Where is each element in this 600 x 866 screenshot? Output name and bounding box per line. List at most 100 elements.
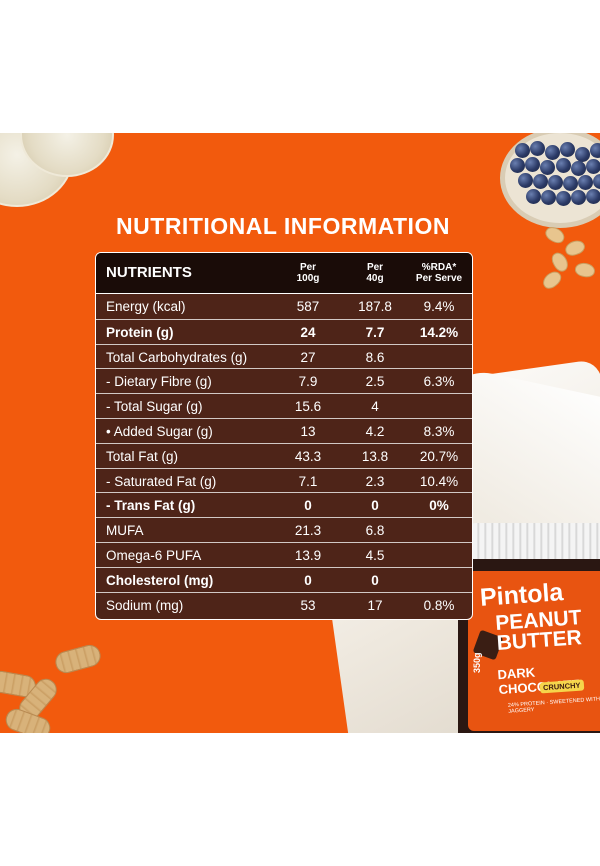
table-header: NUTRIENTS Per 100g Per 40g %RDA* Per Ser… [96, 253, 472, 294]
nutrient-name: Protein (g) [106, 324, 174, 340]
blueberry-icon [590, 143, 600, 158]
value-rda: 0% [429, 498, 449, 514]
blueberry-icon [533, 174, 548, 189]
blueberry-icon [571, 190, 586, 205]
nutrient-name: - Dietary Fibre (g) [106, 374, 212, 390]
value-per-100g: 24 [300, 324, 316, 340]
header-rda-line-1: %RDA* [421, 262, 457, 273]
peanut-butter-jar: Pintola PEANUT BUTTER DARK CHOCOLATE CRU… [458, 523, 600, 733]
nutrient-name: Total Fat (g) [106, 448, 179, 464]
value-per-100g: 43.3 [294, 448, 322, 464]
blueberry-icon [525, 157, 540, 172]
page-title: NUTRITIONAL INFORMATION [116, 213, 450, 239]
value-rda: 9.4% [423, 299, 455, 314]
table-row: Cholesterol (mg) 0 0 [96, 566, 472, 593]
value-per-100g: 0 [304, 498, 312, 514]
blueberry-icon [510, 158, 525, 173]
value-per-100g: 21.3 [294, 523, 322, 539]
table-row: - Saturated Fat (g) 7.1 2.3 10.4% [96, 467, 472, 494]
value-per-40g: 6.8 [365, 523, 385, 539]
peanut-decoration [573, 261, 597, 279]
header-per-40g-line-2: 40g [366, 273, 384, 284]
header-per-40g-line-1: Per [366, 262, 384, 273]
value-per-40g: 17 [367, 597, 383, 613]
blueberry-icon [540, 160, 555, 175]
value-per-40g: 4 [371, 399, 379, 415]
value-per-100g: 7.9 [298, 374, 318, 390]
value-per-40g: 2.5 [365, 374, 385, 390]
table-row: - Dietary Fibre (g) 7.9 2.5 6.3% [96, 368, 472, 394]
value-per-100g: 15.6 [294, 399, 322, 415]
header-per-100g: Per 100g [276, 262, 340, 284]
table-row: Total Carbohydrates (g) 27 8.6 [96, 343, 472, 370]
header-per-100g-line-2: 100g [296, 273, 320, 284]
table-row: Sodium (mg) 53 17 0.8% [96, 591, 472, 618]
value-rda: 0.8% [423, 597, 455, 613]
value-per-100g: 27 [300, 349, 316, 365]
blueberry-icon [560, 142, 575, 157]
nutrient-name: - Trans Fat (g) [106, 498, 196, 514]
value-per-40g: 2.3 [365, 473, 385, 489]
value-rda: 14.2% [419, 324, 459, 340]
value-rda: 10.4% [419, 473, 459, 489]
peanut-shell-decoration [52, 642, 104, 676]
blueberry-icon [578, 175, 593, 190]
value-per-40g: 4.5 [365, 548, 385, 563]
jar-weight: 350g [472, 652, 482, 673]
nutrient-name: - Saturated Fat (g) [106, 473, 217, 489]
value-per-100g: 587 [296, 299, 320, 314]
table-row: Omega-6 PUFA 13.9 4.5 [96, 542, 472, 568]
table-row: Protein (g) 24 7.7 14.2% [96, 318, 472, 345]
blueberry-icon [518, 173, 533, 188]
blueberry-icon [563, 176, 578, 191]
table-row: • Added Sugar (g) 13 4.2 8.3% [96, 418, 472, 444]
value-per-40g: 0 [371, 572, 379, 588]
blueberry-icon [593, 174, 600, 189]
header-rda: %RDA* Per Serve [407, 262, 471, 284]
blueberry-icon [586, 189, 600, 204]
value-per-40g: 0 [371, 498, 379, 514]
nutrition-table: NUTRIENTS Per 100g Per 40g %RDA* Per Ser… [95, 252, 473, 620]
value-per-40g: 187.8 [358, 299, 392, 314]
nutrient-name: MUFA [106, 523, 144, 539]
value-rda: 20.7% [419, 448, 459, 464]
header-per-100g-line-1: Per [299, 262, 317, 273]
blueberry-icon [556, 158, 571, 173]
nutrient-name: Cholesterol (mg) [106, 572, 214, 588]
value-per-40g: 7.7 [365, 324, 385, 340]
nutrient-name: • Added Sugar (g) [106, 424, 213, 439]
nutrient-name: Energy (kcal) [106, 299, 186, 314]
table-row: Energy (kcal) 587 187.8 9.4% [96, 294, 472, 319]
blueberry-icon [548, 175, 563, 190]
header-rda-line-2: Per Serve [415, 273, 463, 284]
value-per-40g: 8.6 [365, 349, 385, 365]
value-per-100g: 0 [304, 572, 312, 588]
blueberry-icon [530, 141, 545, 156]
table-row: - Total Sugar (g) 15.6 4 [96, 393, 472, 419]
header-per-40g: Per 40g [343, 262, 407, 284]
product-image-panel: Pintola PEANUT BUTTER DARK CHOCOLATE CRU… [0, 133, 600, 733]
blueberry-icon [571, 161, 586, 176]
value-per-40g: 4.2 [365, 424, 385, 439]
value-per-100g: 7.1 [298, 473, 318, 489]
peanut-decoration [563, 238, 587, 258]
jar-lid [466, 523, 600, 563]
nutrient-name: Omega-6 PUFA [106, 548, 202, 563]
blueberry-icon [556, 191, 571, 206]
table-row: Total Fat (g) 43.3 13.8 20.7% [96, 442, 472, 469]
header-nutrients: NUTRIENTS [106, 264, 192, 281]
value-per-100g: 53 [300, 597, 316, 613]
value-per-100g: 13.9 [294, 548, 322, 563]
value-rda: 8.3% [423, 424, 455, 439]
nutrient-name: Sodium (mg) [106, 597, 184, 613]
blueberry-icon [545, 145, 560, 160]
table-row: - Trans Fat (g) 0 0 0% [96, 492, 472, 518]
blueberry-icon [586, 159, 600, 174]
blueberry-icon [541, 190, 556, 205]
nutrient-name: - Total Sugar (g) [106, 399, 203, 415]
blueberry-icon [515, 143, 530, 158]
table-row: MUFA 21.3 6.8 [96, 517, 472, 543]
jar-product-name: PEANUT BUTTER [495, 606, 584, 655]
value-per-40g: 13.8 [361, 448, 389, 464]
value-rda: 6.3% [423, 374, 455, 390]
